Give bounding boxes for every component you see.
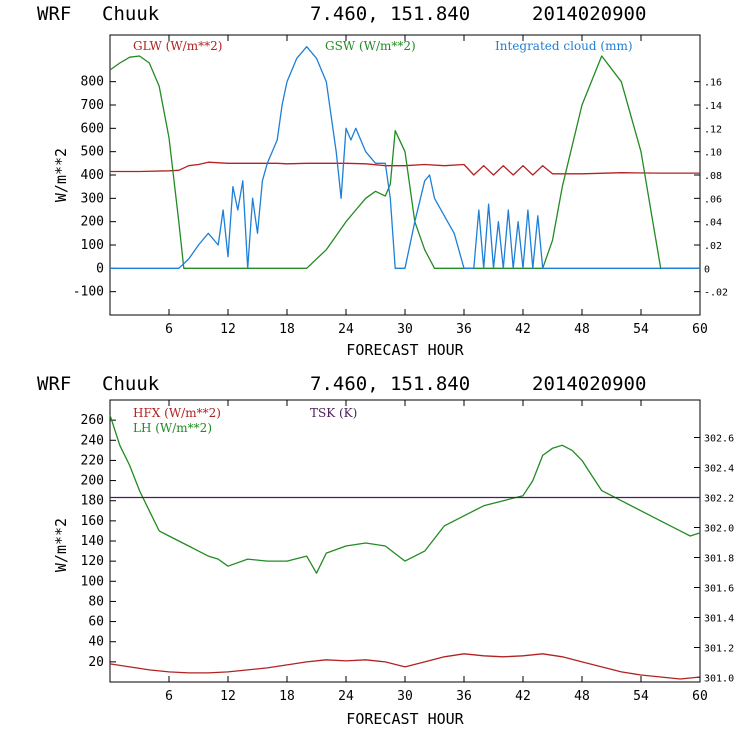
bottom-x-ticks: 6 12 18 24 30 36 42 48 54 60 bbox=[165, 400, 708, 704]
top-x-ticks: 6 12 18 24 30 36 42 48 54 60 bbox=[165, 35, 708, 337]
y2-tick-label: .16 bbox=[704, 78, 722, 89]
y-tick-label: 100 bbox=[81, 238, 104, 253]
x-tick-label: 42 bbox=[515, 322, 531, 337]
bottom-title-coords: 7.460, 151.840 bbox=[310, 373, 470, 395]
top-chart: WRF Chuuk 7.460, 151.840 2014020900 GLW … bbox=[37, 3, 728, 359]
y-tick-label: 60 bbox=[88, 615, 104, 630]
y-tick-label: 500 bbox=[81, 145, 104, 160]
y2-tick-label: 302.6 bbox=[704, 434, 734, 445]
y2-tick-label: .10 bbox=[704, 148, 722, 159]
bottom-plot-frame bbox=[109, 399, 701, 683]
bottom-title-location: Chuuk bbox=[102, 373, 160, 395]
y-tick-label: 240 bbox=[81, 433, 104, 448]
y2-tick-label: .06 bbox=[704, 194, 722, 205]
y-tick-label: 40 bbox=[88, 635, 104, 650]
bottom-title-date: 2014020900 bbox=[532, 373, 646, 395]
bottom-ylabel: W/m**2 bbox=[52, 518, 70, 572]
x-tick-label: 12 bbox=[220, 322, 236, 337]
bottom-title-model: WRF bbox=[37, 373, 71, 395]
x-tick-label: 48 bbox=[574, 322, 590, 337]
top-title-date: 2014020900 bbox=[532, 3, 646, 25]
y2-tick-label: 301.0 bbox=[704, 674, 734, 685]
top-xlabel: FORECAST HOUR bbox=[346, 341, 464, 359]
x-tick-label: 18 bbox=[279, 322, 295, 337]
x-tick-label: 24 bbox=[338, 689, 354, 704]
x-tick-label: 6 bbox=[165, 322, 173, 337]
y-tick-label: 180 bbox=[81, 494, 104, 509]
x-tick-label: 24 bbox=[338, 322, 354, 337]
bottom-legend-lh: LH (W/m**2) bbox=[133, 421, 212, 435]
y2-tick-label: 301.8 bbox=[704, 554, 734, 565]
bottom-legend-tsk: TSK (K) bbox=[310, 406, 357, 420]
y2-tick-label: 302.4 bbox=[704, 464, 734, 475]
top-y-ticks: -100 0 100 200 300 400 500 600 700 800 bbox=[73, 75, 116, 300]
y-tick-label: 0 bbox=[96, 261, 104, 276]
top-y2-ticks: -.02 0 .02 .04 .06 .08 .10 .12 .14 .16 bbox=[694, 78, 728, 299]
series-line-hfx bbox=[109, 653, 701, 680]
bottom-legend-hfx: HFX (W/m**2) bbox=[133, 406, 221, 420]
x-tick-label: 30 bbox=[397, 322, 413, 337]
y-tick-label: 400 bbox=[81, 168, 104, 183]
top-legend-gsw: GSW (W/m**2) bbox=[325, 39, 416, 53]
series-line-gsw bbox=[109, 55, 700, 269]
bottom-y2-ticks: 301.0 301.2 301.4 301.6 301.8 302.0 302.2 302.4… bbox=[694, 434, 734, 685]
y-tick-label: 140 bbox=[81, 534, 104, 549]
bottom-series-group bbox=[109, 414, 701, 680]
y2-tick-label: .04 bbox=[704, 218, 722, 229]
y2-tick-label: 302.2 bbox=[704, 494, 734, 505]
y-tick-label: 200 bbox=[81, 474, 104, 489]
x-tick-label: 30 bbox=[397, 689, 413, 704]
y2-tick-label: .08 bbox=[704, 171, 722, 182]
y2-tick-label: 301.6 bbox=[704, 584, 734, 595]
top-title-location: Chuuk bbox=[102, 3, 160, 25]
y-tick-label: 300 bbox=[81, 191, 104, 206]
series-line-lh bbox=[109, 414, 701, 574]
y2-tick-label: .12 bbox=[704, 124, 722, 135]
series-line-integrated bbox=[110, 46, 700, 269]
y-tick-label: 600 bbox=[81, 121, 104, 136]
y-tick-label: -100 bbox=[73, 285, 104, 300]
bottom-xlabel: FORECAST HOUR bbox=[346, 710, 464, 728]
y-tick-label: 220 bbox=[81, 453, 104, 468]
x-tick-label: 54 bbox=[633, 322, 649, 337]
y2-tick-label: 301.4 bbox=[704, 614, 734, 625]
top-title-model: WRF bbox=[37, 3, 71, 25]
y-tick-label: 100 bbox=[81, 574, 104, 589]
x-tick-label: 36 bbox=[456, 322, 472, 337]
y-tick-label: 260 bbox=[81, 413, 104, 428]
y2-tick-label: 301.2 bbox=[704, 644, 734, 655]
top-series-group bbox=[109, 46, 700, 269]
x-tick-label: 36 bbox=[456, 689, 472, 704]
x-tick-label: 12 bbox=[220, 689, 236, 704]
x-tick-label: 48 bbox=[574, 689, 590, 704]
y-tick-label: 120 bbox=[81, 554, 104, 569]
series-line-glw bbox=[110, 161, 700, 176]
x-tick-label: 42 bbox=[515, 689, 531, 704]
top-legend-cloud: Integrated cloud (mm) bbox=[495, 39, 633, 53]
y-tick-label: 800 bbox=[81, 75, 104, 90]
x-tick-label: 60 bbox=[692, 689, 708, 704]
bottom-chart: WRF Chuuk 7.460, 151.840 2014020900 HFX … bbox=[37, 373, 734, 728]
y-tick-label: 160 bbox=[81, 514, 104, 529]
bottom-y-ticks: 20 40 60 80 100 120 140 160 180 200 220 240 260 bbox=[81, 413, 116, 670]
top-legend-glw: GLW (W/m**2) bbox=[133, 39, 222, 53]
y-tick-label: 20 bbox=[88, 655, 104, 670]
y-tick-label: 200 bbox=[81, 215, 104, 230]
y2-tick-label: .14 bbox=[704, 101, 722, 112]
top-plot-frame bbox=[109, 34, 701, 316]
x-tick-label: 60 bbox=[692, 322, 708, 337]
y2-tick-label: 302.0 bbox=[704, 524, 734, 535]
y2-tick-label: 0 bbox=[704, 264, 710, 275]
x-tick-label: 18 bbox=[279, 689, 295, 704]
y2-tick-label: -.02 bbox=[704, 288, 728, 299]
top-ylabel: W/m**2 bbox=[52, 148, 70, 202]
x-tick-label: 54 bbox=[633, 689, 649, 704]
x-tick-label: 6 bbox=[165, 689, 173, 704]
y2-tick-label: .02 bbox=[704, 241, 722, 252]
y-tick-label: 700 bbox=[81, 98, 104, 113]
y-tick-label: 80 bbox=[88, 594, 104, 609]
top-title-coords: 7.460, 151.840 bbox=[310, 3, 470, 25]
